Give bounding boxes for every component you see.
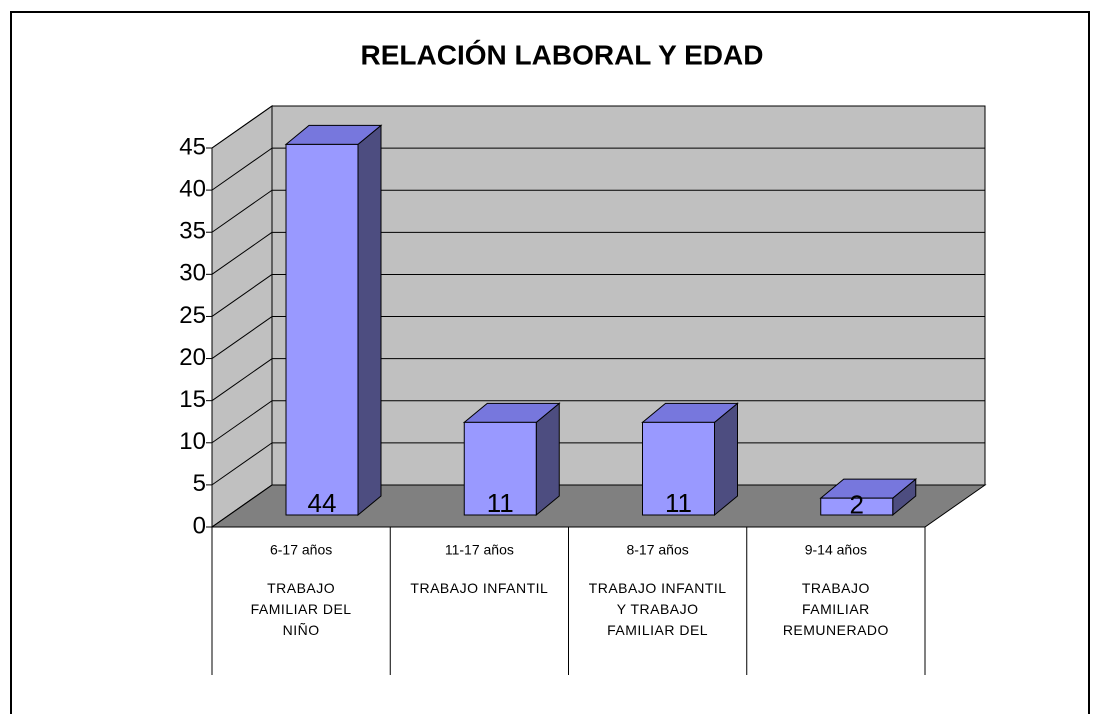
category-label: TRABAJO FAMILIAR REMUNERADO (782, 580, 889, 638)
x-tick-label: 6-17 años (270, 542, 332, 558)
category-label-box: TRABAJO INFANTIL Y TRABAJO FAMILIAR DEL (588, 580, 727, 638)
data-label: 2 (850, 489, 864, 519)
grid-line (211, 316, 273, 359)
y-tick-label: 0 (193, 512, 206, 539)
grid-line (211, 147, 273, 191)
y-tick-label: 35 (179, 218, 206, 245)
bar (285, 143, 359, 516)
grid-line (211, 189, 273, 233)
bar (820, 497, 894, 516)
y-tick-label: 5 (193, 470, 206, 497)
category-label: TRABAJO INFANTIL Y TRABAJO FAMILIAR DEL (588, 580, 727, 638)
category-label-box: TRABAJO INFANTIL (410, 580, 549, 596)
grid-line (211, 231, 273, 275)
y-tick-label: 25 (179, 302, 206, 329)
y-tick-label: 20 (179, 344, 206, 371)
x-tick-label: 9-14 años (805, 542, 867, 558)
grid-line (211, 400, 273, 444)
category-label-box: TRABAJO FAMILIAR REMUNERADO (782, 580, 889, 638)
data-label: 11 (487, 488, 514, 518)
y-tick-label: 30 (179, 260, 206, 287)
grid-line (211, 484, 273, 528)
bar (463, 421, 537, 516)
data-label: 11 (665, 488, 692, 518)
x-tick-label: 8-17 años (626, 542, 688, 558)
grid-line (211, 105, 273, 149)
chart-title: RELACIÓN LABORAL Y EDAD (361, 39, 764, 70)
y-tick-label: 10 (179, 428, 206, 455)
grid-line (211, 442, 273, 486)
category-label: TRABAJO INFANTIL (410, 580, 549, 596)
data-label: 44 (308, 488, 337, 518)
category-label: TRABAJO FAMILIAR DEL NIÑO (250, 580, 352, 638)
bar-side (357, 124, 382, 517)
category-label-box: TRABAJO FAMILIAR DEL NIÑO (250, 580, 352, 638)
y-tick-label: 40 (179, 175, 206, 202)
x-tick-label: 11-17 años (445, 542, 514, 558)
y-tick-label: 15 (179, 386, 206, 413)
grid-line (211, 358, 273, 402)
y-tick-label: 45 (179, 133, 206, 160)
bar (642, 421, 715, 516)
grid-line (211, 274, 273, 317)
